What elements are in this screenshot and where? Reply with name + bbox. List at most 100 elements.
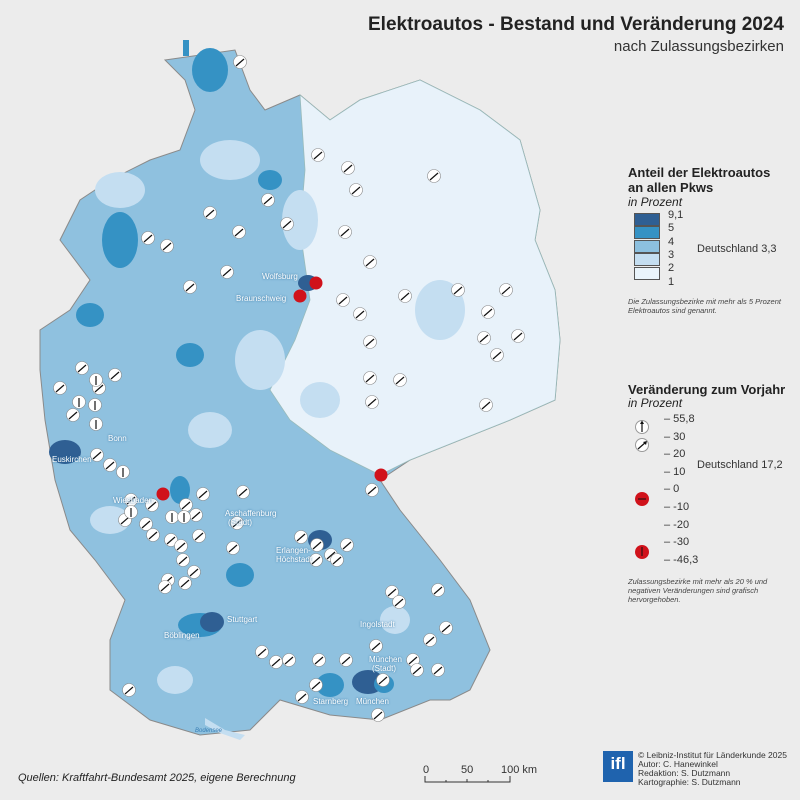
- change-symbol-increase: [189, 508, 203, 522]
- legend-swatch: [634, 213, 660, 226]
- credit-line-2: Autor: C. Hanewinkel: [638, 759, 718, 769]
- change-symbol-increase: [310, 538, 324, 552]
- change-symbol-increase: [376, 673, 390, 687]
- change-symbol-increase: [385, 585, 399, 599]
- legend-change-title: Veränderung zum Vorjahr: [628, 382, 786, 397]
- change-symbol-increase: [451, 283, 465, 297]
- change-symbol-increase: [365, 395, 379, 409]
- change-symbol-increase: [192, 529, 206, 543]
- change-symbol-increase: [338, 225, 352, 239]
- change-symbol-increase: [261, 193, 275, 207]
- change-symbol-increase: [236, 485, 250, 499]
- change-symbol-increase: [340, 538, 354, 552]
- change-symbol-increase: [353, 307, 367, 321]
- label-euskirchen: Euskirchen: [52, 455, 92, 464]
- logo-text: ifl: [610, 754, 626, 773]
- change-symbol-negative: [156, 487, 170, 501]
- change-symbol-increase: [255, 645, 269, 659]
- label-ingolstadt: Ingolstadt: [360, 620, 395, 629]
- change-symbol-increase: [295, 690, 309, 704]
- change-symbol-increase: [499, 283, 513, 297]
- change-symbol-increase: [232, 225, 246, 239]
- change-tick: – 10: [664, 465, 686, 478]
- change-symbol-increase: [230, 516, 244, 530]
- change-symbol-increase: [139, 517, 153, 531]
- change-symbol-negative: [293, 289, 307, 303]
- change-symbol-negative: [374, 468, 388, 482]
- change-tick: – -20: [664, 518, 690, 531]
- label-erlangen: Erlangen-: [276, 546, 311, 555]
- germany-east-region: [269, 79, 561, 476]
- change-symbol-strong-increase: [177, 510, 191, 524]
- label-muenchen: München: [356, 697, 389, 706]
- change-symbol-increase: [90, 448, 104, 462]
- lighter-districts: [90, 140, 465, 694]
- change-tick: – 20: [664, 448, 686, 461]
- change-symbol-increase: [398, 289, 412, 303]
- change-symbols: [53, 55, 525, 722]
- change-tick: – -10: [664, 501, 690, 513]
- change-symbol-increase: [196, 487, 210, 501]
- change-symbol-increase: [349, 183, 363, 197]
- arrow-diagonal-symbol-icon: [635, 438, 649, 452]
- change-symbol-increase: [511, 329, 525, 343]
- label-stuttgart: Stuttgart: [227, 615, 258, 624]
- bodensee-lake: [205, 718, 245, 740]
- scale-100: 100 km: [501, 764, 538, 776]
- share-tick: 5: [668, 222, 675, 234]
- change-symbol-increase: [122, 683, 136, 697]
- change-symbol-increase: [479, 398, 493, 412]
- ifl-logo: ifl: [603, 751, 633, 782]
- change-symbol-increase: [477, 331, 491, 345]
- change-symbol-increase: [66, 408, 80, 422]
- credit-line-3: Redaktion: S. Dutzmann: [638, 768, 731, 778]
- change-tick: – 30: [664, 430, 686, 443]
- change-symbol-increase: [226, 541, 240, 555]
- change-symbol-increase: [141, 231, 155, 245]
- change-symbol-increase: [312, 653, 326, 667]
- change-symbol-strong-increase: [124, 505, 138, 519]
- change-symbol-increase: [164, 533, 178, 547]
- change-symbol-increase: [431, 663, 445, 677]
- change-symbol-increase: [363, 371, 377, 385]
- change-symbol-strong-increase: [89, 417, 103, 431]
- change-symbol-increase: [392, 595, 406, 609]
- change-symbol-increase: [160, 239, 174, 253]
- change-note-2: negativen Veränderungen sind grafisch: [628, 586, 759, 595]
- change-symbol-increase: [393, 373, 407, 387]
- scale-0: 0: [423, 764, 430, 776]
- legend-swatch: [634, 226, 660, 240]
- share-tick: 1: [668, 276, 675, 288]
- change-symbol-increase: [179, 498, 193, 512]
- share-tick: 2: [668, 262, 675, 274]
- change-symbol-strong-increase: [89, 373, 103, 387]
- change-national-value: Deutschland 17,2: [697, 459, 783, 471]
- map-subtitle: nach Zulassungsbezirken: [613, 38, 784, 55]
- change-symbol-increase: [490, 348, 504, 362]
- change-symbol-increase: [336, 293, 350, 307]
- change-symbol-increase: [410, 663, 424, 677]
- change-symbol-increase: [341, 161, 355, 175]
- change-symbol-increase: [158, 580, 172, 594]
- legend-swatch: [634, 239, 660, 253]
- change-symbol-increase: [220, 265, 234, 279]
- negative-down-symbol-icon: [635, 545, 649, 559]
- change-symbol-increase: [187, 565, 201, 579]
- change-symbol-increase: [363, 335, 377, 349]
- change-tick: – 0: [664, 483, 680, 496]
- change-symbol-increase: [203, 206, 217, 220]
- change-tick: – -46,3: [664, 553, 699, 566]
- arrow-up-symbol-icon: [635, 420, 649, 434]
- map-title: Elektroautos - Bestand und Veränderung 2…: [368, 14, 784, 35]
- change-symbol-strong-increase: [165, 510, 179, 524]
- label-aschaffenburg: Aschaffenburg: [225, 509, 277, 518]
- change-symbol-increase: [369, 639, 383, 653]
- change-symbol-increase: [282, 653, 296, 667]
- change-symbol-increase: [423, 633, 437, 647]
- source-note: Quellen: Kraftfahrt-Bundesamt 2025, eige…: [18, 772, 296, 784]
- island: [183, 40, 189, 56]
- change-symbol-increase: [294, 530, 308, 544]
- change-symbol-increase: [108, 368, 122, 382]
- share-note-2: Elektroautos sind genannt.: [628, 306, 717, 315]
- change-symbol-increase: [269, 655, 283, 669]
